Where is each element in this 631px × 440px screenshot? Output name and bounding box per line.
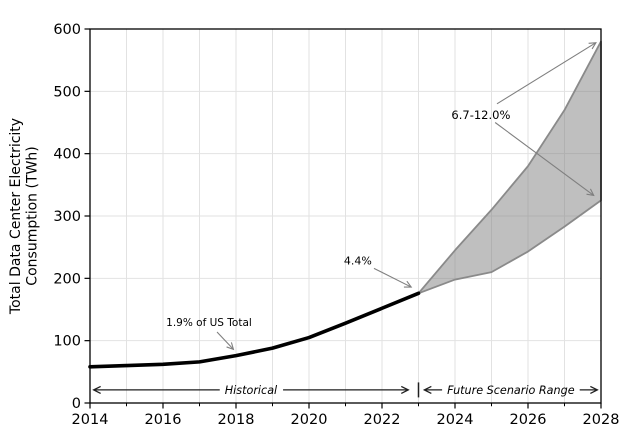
span-label: Historical — [225, 384, 278, 397]
annotation-arrow — [373, 267, 413, 288]
annotation-arrow — [496, 42, 597, 105]
scenario-band-group — [417, 40, 602, 295]
x-tick-label: 2026 — [510, 412, 547, 428]
y-tick-label: 0 — [72, 396, 81, 412]
x-tick-label: 2018 — [218, 412, 255, 428]
y-tick-label: 600 — [53, 22, 81, 38]
annotation-pct-us-2023: 4.4% — [344, 254, 372, 267]
annotations: 1.9% of US Total 4.4% 6.7-12.0% Historical F… — [92, 42, 599, 398]
x-tick-label: 2020 — [291, 412, 328, 428]
future-scenario-band — [417, 40, 602, 295]
span-label: Future Scenario Range — [447, 384, 575, 397]
x-tick-label: 2028 — [583, 412, 620, 428]
x-tick-label: 2022 — [364, 412, 401, 428]
historical-line-group — [88, 291, 421, 369]
annotation-pct-us-2018: 1.9% of US Total — [166, 317, 252, 329]
x-tick-label: 2024 — [437, 412, 474, 428]
y-tick-label: 300 — [53, 209, 81, 225]
axes: 2014 2016 2018 2020 2022 2024 2026 2028 0 100 200 3… — [8, 22, 619, 428]
x-tick-label: 2016 — [145, 412, 182, 428]
y-axis-label: Total Data Center Electricity — [8, 118, 24, 315]
x-tick-label: 2014 — [72, 412, 109, 428]
annotation-arrow — [494, 122, 595, 197]
y-axis-label: Consumption (TWh) — [25, 146, 41, 285]
y-tick-label: 100 — [53, 334, 81, 350]
annotation-arrow — [216, 331, 235, 351]
y-tick-label: 400 — [53, 147, 81, 163]
annotation-pct-us-2028: 6.7-12.0% — [451, 108, 510, 122]
y-tick-label: 200 — [53, 271, 81, 287]
y-tick-label: 500 — [53, 84, 81, 100]
historical-line — [88, 291, 421, 369]
